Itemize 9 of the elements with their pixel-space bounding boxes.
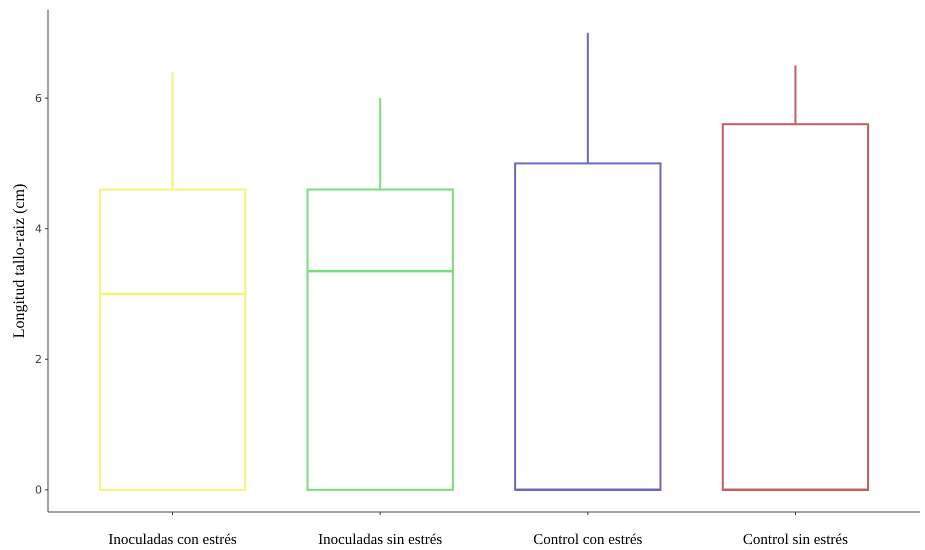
y-tick-label: 0 xyxy=(35,484,42,497)
y-tick-label: 6 xyxy=(35,92,42,105)
x-tick-label: Inoculadas sin estrés xyxy=(318,532,442,548)
y-tick-label: 4 xyxy=(35,222,42,236)
y-tick-label: 2 xyxy=(35,353,42,366)
x-tick-label: Control sin estrés xyxy=(742,532,848,548)
x-tick-label: Inoculadas con estrés xyxy=(108,532,237,548)
x-tick-label: Control con estrés xyxy=(533,532,643,548)
y-axis-title: Longitud tallo-raiz (cm) xyxy=(11,184,28,338)
